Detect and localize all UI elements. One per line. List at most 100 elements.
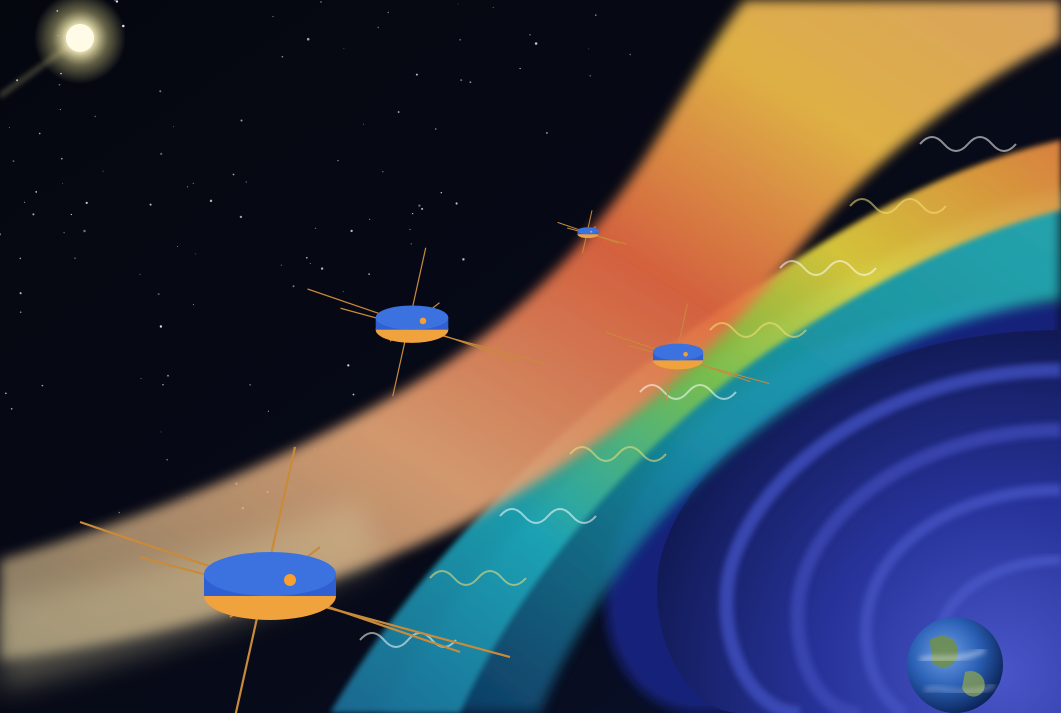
magnetosphere [605,300,1061,713]
star [245,181,247,183]
star [418,204,421,207]
ripple [499,508,597,524]
star [239,215,243,219]
star [347,364,350,367]
spacecraft-icon [307,247,545,397]
star [0,233,2,236]
star [157,293,160,296]
ripple [569,446,667,462]
star [492,7,494,9]
star [16,79,19,82]
sun-icon [0,0,126,98]
star [177,246,178,247]
star [411,212,414,215]
star [459,38,462,41]
star [421,207,424,210]
star [19,311,22,314]
star [118,511,121,514]
star [10,408,13,410]
star [377,26,380,29]
spacecraft-icon [605,303,770,407]
star [343,48,345,49]
star [629,53,631,56]
spacecraft-top [204,552,336,596]
star [59,108,61,111]
star [397,111,400,113]
star [8,127,10,129]
star [320,267,324,270]
star [159,325,163,328]
star [415,73,418,76]
star [534,42,538,45]
star [368,273,371,276]
earth-icon [907,617,1003,713]
star [469,81,472,83]
star [409,228,411,230]
star [41,384,44,387]
star [320,0,322,3]
ripple [779,260,877,276]
star [5,392,7,395]
star [167,374,169,377]
spacecraft-detail [419,317,427,325]
star [139,273,141,276]
star [70,213,73,216]
star [588,48,590,50]
spacecraft-detail [284,574,296,586]
star [292,285,295,288]
star [173,126,175,128]
star [62,182,64,184]
star [519,67,521,70]
star [589,74,592,77]
star [350,229,353,233]
star [240,119,243,122]
star [462,258,465,261]
star [337,159,339,162]
spacecraft-top [652,343,704,361]
star [187,186,189,188]
star [363,123,365,125]
spacecraft-group [79,210,770,713]
star [58,83,61,86]
star [281,55,284,58]
star [74,257,76,259]
star [545,131,548,134]
star [61,157,63,160]
star [342,291,344,293]
star [435,128,437,130]
star [272,16,274,18]
star [12,160,15,163]
star [149,203,152,206]
star [159,90,162,93]
star [195,253,197,255]
solar-wind-glow [0,500,380,690]
star [314,227,317,230]
star [114,0,117,2]
star [162,384,164,386]
star [306,37,310,41]
star [309,262,311,264]
star [457,3,459,5]
star [382,171,384,173]
star [455,202,458,205]
star [369,218,371,220]
bow-shock-outer-band [0,0,1061,660]
star [85,201,88,205]
star [267,410,269,412]
spacecraft-top [577,227,599,235]
star [94,115,97,118]
ripple [849,198,947,214]
star [19,292,22,295]
star [440,192,442,194]
star [232,173,235,176]
star [115,0,119,3]
spacecraft-icon [79,446,511,713]
spacecraft-detail [683,351,688,357]
star [306,257,308,259]
star [352,393,355,396]
ripple [639,384,737,400]
star [166,458,168,461]
ripple [919,136,1017,152]
